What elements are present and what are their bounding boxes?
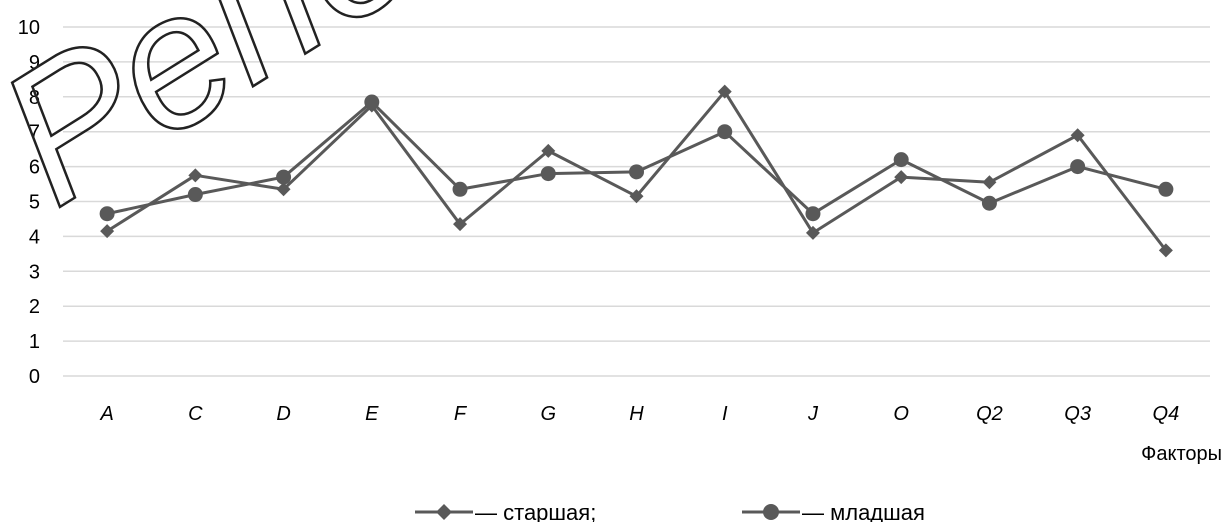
y-tick-label-7: 7 [29,122,40,144]
legend-label-starshaya: — старшая; [475,500,596,522]
point-marker-O [894,170,909,185]
legend-circle-marker [763,504,779,520]
y-tick-label-6: 6 [29,157,40,179]
series-mladshaya [99,94,1174,222]
point-marker-Q2 [981,195,997,211]
legend-item-starshaya: — старшая; [415,500,596,522]
y-tick-label-1: 1 [29,331,40,353]
point-marker-F [452,181,468,197]
point-marker-O [893,152,909,168]
point-marker-Q2 [982,175,997,190]
x-tick-label-E: E [365,403,379,425]
x-tick-label-A: A [99,403,113,425]
legend: — старшая; — младшая [415,500,925,522]
point-marker-D [276,169,292,185]
x-tick-label-F: F [454,403,468,425]
legend-item-mladshaya: — младшая [742,500,925,522]
x-axis-title: Факторы [1141,443,1222,465]
y-tick-label-9: 9 [29,52,40,74]
y-tick-label-3: 3 [29,261,40,283]
point-marker-Q4 [1158,181,1174,197]
y-tick-label-4: 4 [29,226,40,248]
point-marker-J [805,225,820,240]
y-tick-label-5: 5 [29,192,40,214]
point-marker-Q3 [1070,128,1085,143]
x-tick-label-C: C [188,403,203,425]
y-axis-ticks: 0 1 2 3 4 5 6 7 8 9 10 [18,17,40,388]
x-tick-label-D: D [276,403,290,425]
x-tick-label-Q3: Q3 [1064,403,1091,425]
y-tick-label-10: 10 [18,17,40,39]
point-marker-A [99,206,115,222]
x-tick-label-J: J [807,403,819,425]
point-marker-I [717,124,733,140]
point-marker-H [629,189,644,204]
x-tick-label-Q4: Q4 [1153,403,1180,425]
point-marker-G [541,143,556,158]
point-marker-A [100,224,115,239]
x-tick-label-G: G [540,403,556,425]
x-tick-label-Q2: Q2 [976,403,1003,425]
x-tick-label-H: H [629,403,644,425]
series-group [99,84,1174,258]
point-marker-Q3 [1070,159,1086,175]
point-marker-F [453,217,468,232]
x-tick-label-O: O [893,403,909,425]
point-marker-C [187,187,203,203]
legend-diamond-marker [436,504,452,520]
y-tick-label-8: 8 [29,87,40,109]
point-marker-Q4 [1158,243,1173,258]
y-tick-label-2: 2 [29,296,40,318]
x-tick-label-I: I [722,403,728,425]
point-marker-D [276,182,291,197]
point-marker-I [717,84,732,99]
point-marker-G [540,166,556,182]
point-marker-C [188,168,203,183]
point-marker-E [364,94,380,110]
point-marker-J [805,206,821,222]
legend-label-mladshaya: — младшая [802,500,925,522]
point-marker-H [629,164,644,180]
x-axis-ticks: A C D E F G H I J O Q2 Q3 Q4 [99,403,1179,425]
y-tick-label-0: 0 [29,366,40,388]
